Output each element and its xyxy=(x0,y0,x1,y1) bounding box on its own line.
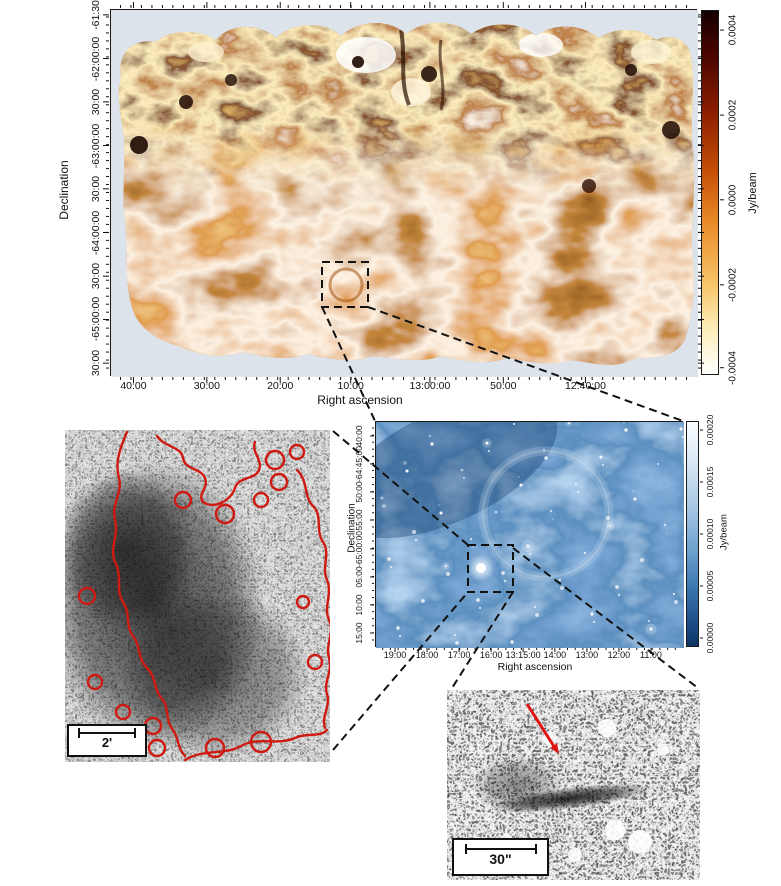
blue-yaxis-title: Declination xyxy=(346,503,358,553)
top-x-tick-labels: 40:00 30:00 20:00 10:00 13:00:00 50:00 12:40:0… xyxy=(110,380,697,394)
tick-label: 10:00 xyxy=(337,380,364,392)
tick-label: 12:00 xyxy=(607,650,631,660)
tick-label: -62:00:00 xyxy=(90,36,102,81)
tick-label: 40:00 xyxy=(120,380,147,392)
optical-detail-image xyxy=(447,690,700,880)
tick-label: 50:00 xyxy=(490,380,517,392)
tick-label: 13:00:00 xyxy=(409,380,451,392)
scale-bar-label: 2' xyxy=(101,735,113,750)
tick-label: 18:00 xyxy=(415,650,439,660)
tick-label: 0.00000 xyxy=(705,622,715,654)
tick-label: 11:00 xyxy=(640,650,662,660)
tick-label: 30:00 xyxy=(193,380,220,392)
tick-label: -64:45:00 xyxy=(354,445,364,482)
optical-detail-panel: 30" xyxy=(447,690,700,880)
tick-label: 14:00 xyxy=(543,650,567,660)
tick-label: 30:00 xyxy=(90,350,102,377)
tick-label: 0.00020 xyxy=(705,414,715,446)
top-yaxis-title: Declination xyxy=(57,160,71,220)
blue-colorbar-label: Jy/beam xyxy=(718,514,730,550)
tick-label: 40:00 xyxy=(354,425,364,447)
tick-label: 0.0002 xyxy=(727,99,739,131)
scale-bar-2arcmin: 2' xyxy=(67,724,147,757)
radio-zoom-image xyxy=(376,422,684,648)
red-arrow xyxy=(525,703,559,754)
tick-label: 16:00 xyxy=(479,650,503,660)
scale-bar-line xyxy=(464,844,537,854)
tick-label: -63:00:00 xyxy=(90,123,102,168)
tick-label: 15:00 xyxy=(354,622,364,644)
tick-label: 05:00 xyxy=(354,566,364,588)
top-xaxis-title: Right ascension xyxy=(317,393,403,407)
tick-label: 0.0000 xyxy=(727,184,739,216)
tick-label: 13:15:00 xyxy=(505,650,541,660)
tick-label: 30:00 xyxy=(90,175,102,202)
radio-zoom-panel xyxy=(375,421,684,648)
tick-label: 0.00010 xyxy=(705,518,715,550)
tick-label: -65:00:00 xyxy=(90,297,102,342)
tick-label: 0.00015 xyxy=(705,466,715,498)
top-colorbar xyxy=(701,10,719,375)
top-colorbar-tick-labels: 0.0004 0.0002 0.0000 -0.0002 -0.0004 xyxy=(722,10,744,385)
tick-label: -0.0004 xyxy=(727,350,739,385)
tick-label: 19:00 xyxy=(383,650,407,660)
tick-label: 10:00 xyxy=(354,594,364,616)
tick-label: -64:00:00 xyxy=(90,210,102,255)
tick-label: 30:00 xyxy=(90,263,102,290)
scale-bar-label: 30" xyxy=(489,851,512,867)
radio-survey-map-panel xyxy=(110,9,698,377)
tick-label: 20:00 xyxy=(267,380,294,392)
optical-contour-image xyxy=(65,430,330,762)
tick-label: 0.0004 xyxy=(727,14,739,46)
top-y-tick-labels: -61:30 -62:00:00 30:00 -63:00:00 30:00 -64:00… xyxy=(82,0,110,377)
radio-survey-map-image xyxy=(111,10,698,377)
top-colorbar-label: Jy/beam xyxy=(747,172,759,214)
scale-bar-30arcsec: 30" xyxy=(452,838,549,876)
optical-contour-inset-panel: 2' xyxy=(65,430,330,762)
radio-contours xyxy=(77,430,330,762)
tick-label: 30:00 xyxy=(90,88,102,115)
tick-label: 0.00005 xyxy=(705,570,715,602)
tick-label: 13:00 xyxy=(575,650,599,660)
blue-colorbar xyxy=(686,421,699,647)
tick-label: 12:40:00 xyxy=(565,380,606,392)
blue-xaxis-title: Right ascension xyxy=(497,661,573,673)
tick-label: -0.0002 xyxy=(727,267,739,302)
tick-label: -61:30 xyxy=(90,0,102,30)
blue-colorbar-tick-labels: 0.00020 0.00015 0.00010 0.00005 0.00000 xyxy=(701,415,719,654)
tick-label: 17:00 xyxy=(447,650,471,660)
scale-bar-line xyxy=(78,728,136,738)
tick-label: 50:00 xyxy=(354,481,364,503)
